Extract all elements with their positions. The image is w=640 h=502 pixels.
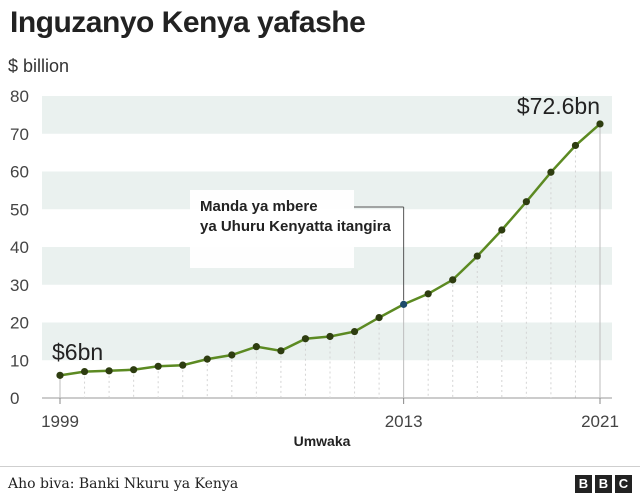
annotation-kenyatta-line-1: Manda ya mbere	[200, 198, 318, 215]
grid-band	[42, 96, 612, 134]
grid-band	[42, 322, 612, 361]
data-point	[154, 362, 162, 370]
data-point	[301, 335, 310, 343]
data-point	[473, 252, 481, 260]
annotation-box	[190, 190, 354, 268]
annotation-kenyatta-line-2: ya Uhuru Kenyatta itangira	[200, 218, 392, 235]
data-point	[400, 300, 408, 308]
bbc-logo: B B C	[575, 475, 632, 493]
data-point	[105, 367, 113, 375]
x-axis-label: Umwaka	[294, 433, 351, 449]
y-tick-label: 60	[10, 163, 29, 182]
data-point	[56, 371, 64, 379]
data-point	[424, 290, 432, 298]
data-point	[498, 226, 506, 234]
data-point	[252, 343, 260, 351]
x-grid-lines	[59, 123, 601, 398]
data-point	[375, 313, 383, 322]
data-point	[179, 361, 187, 369]
data-points	[56, 120, 604, 379]
y-tick-label: 0	[10, 389, 19, 408]
annotation-start-value: $6bn	[52, 339, 103, 365]
bbc-logo-letter: B	[575, 475, 592, 493]
data-point	[80, 367, 89, 376]
data-point	[449, 276, 457, 284]
y-axis-unit-label: $ billion	[8, 56, 70, 76]
x-tick-label: 2013	[385, 412, 423, 431]
data-point	[522, 198, 530, 206]
y-tick-labels: 0 10 20 30 40 50 60 70 80	[10, 87, 29, 408]
data-point	[228, 351, 236, 359]
data-point	[130, 366, 138, 374]
y-tick-label: 30	[10, 276, 29, 295]
x-tick-label: 1999	[41, 412, 79, 431]
y-tick-label: 20	[10, 314, 29, 333]
data-point	[571, 141, 580, 150]
x-tick-labels: 1999 2013 2021	[41, 398, 619, 431]
y-tick-label: 70	[10, 125, 29, 144]
bbc-logo-letter: C	[615, 475, 632, 493]
data-point	[547, 168, 555, 176]
data-point	[326, 332, 334, 341]
y-tick-label: 80	[10, 87, 29, 106]
x-tick-label: 2021	[581, 412, 619, 431]
data-point	[203, 355, 211, 363]
footer-divider	[0, 466, 640, 467]
annotation-end-value: $72.6bn	[517, 93, 600, 119]
y-tick-label: 10	[10, 351, 29, 370]
y-tick-label: 50	[10, 200, 29, 219]
bbc-logo-letter: B	[595, 475, 612, 493]
data-point	[277, 347, 285, 355]
data-point	[350, 327, 359, 336]
chart-title: Inguzanyo Kenya yafashe	[10, 6, 366, 39]
y-tick-label: 40	[10, 238, 29, 257]
source-note: Aho biva: Banki Nkuru ya Kenya	[8, 476, 239, 492]
line-chart: 0 10 20 30 40 50 60 70 80 1999 2013 2021 Manda ya …	[10, 87, 619, 449]
data-point	[596, 120, 604, 128]
